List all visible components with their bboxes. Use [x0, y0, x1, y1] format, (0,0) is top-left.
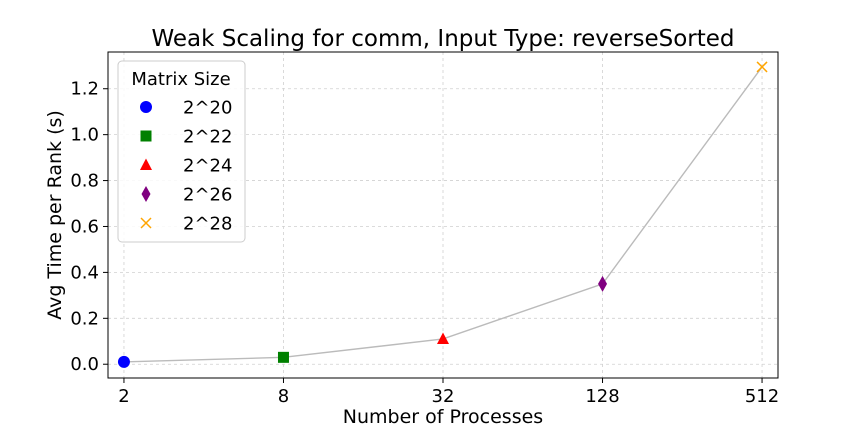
- data-point: [117, 355, 130, 368]
- legend-label: 2^20: [183, 98, 232, 119]
- legend-title: Matrix Size: [131, 69, 230, 90]
- y-tick-label: 0.2: [70, 308, 99, 329]
- y-tick-label: 1.0: [70, 125, 99, 146]
- legend-label: 2^24: [183, 156, 232, 177]
- y-tick-label: 0.8: [70, 171, 99, 192]
- y-tick-label: 1.2: [70, 79, 99, 100]
- legend-label: 2^22: [183, 127, 232, 148]
- data-markers: [117, 61, 768, 368]
- y-axis-label: Avg Time per Rank (s): [44, 110, 66, 320]
- x-tick-label: 8: [278, 386, 289, 407]
- y-tick-label: 0.6: [70, 216, 99, 237]
- x-tick-label: 512: [745, 386, 779, 407]
- y-tick-label: 0.0: [70, 354, 99, 375]
- legend-marker: [140, 101, 152, 113]
- legend: Matrix Size 2^20 2^22 2^24 2^26 2^28: [117, 60, 246, 243]
- x-tick-label: 2: [118, 386, 129, 407]
- legend-marker: [140, 217, 152, 229]
- x-axis-label: Number of Processes: [343, 406, 543, 428]
- grid: [108, 52, 778, 378]
- x-axis: 2 8 32 128 512: [118, 378, 779, 407]
- y-tick-label: 0.4: [70, 262, 99, 283]
- data-point: [277, 351, 289, 363]
- legend-marker: [141, 186, 151, 202]
- x-tick-label: 32: [432, 386, 455, 407]
- chart-title: Weak Scaling for comm, Input Type: rever…: [151, 26, 734, 52]
- legend-marker: [140, 158, 152, 170]
- y-axis: 0.0 0.2 0.4 0.6 0.8 1.0 1.2: [70, 79, 108, 375]
- legend-label: 2^26: [183, 185, 232, 206]
- data-point: [437, 332, 449, 344]
- legend-label: 2^28: [183, 214, 232, 235]
- legend-marker: [140, 130, 152, 142]
- data-point: [756, 61, 768, 73]
- x-tick-label: 128: [585, 386, 619, 407]
- data-point: [598, 275, 608, 292]
